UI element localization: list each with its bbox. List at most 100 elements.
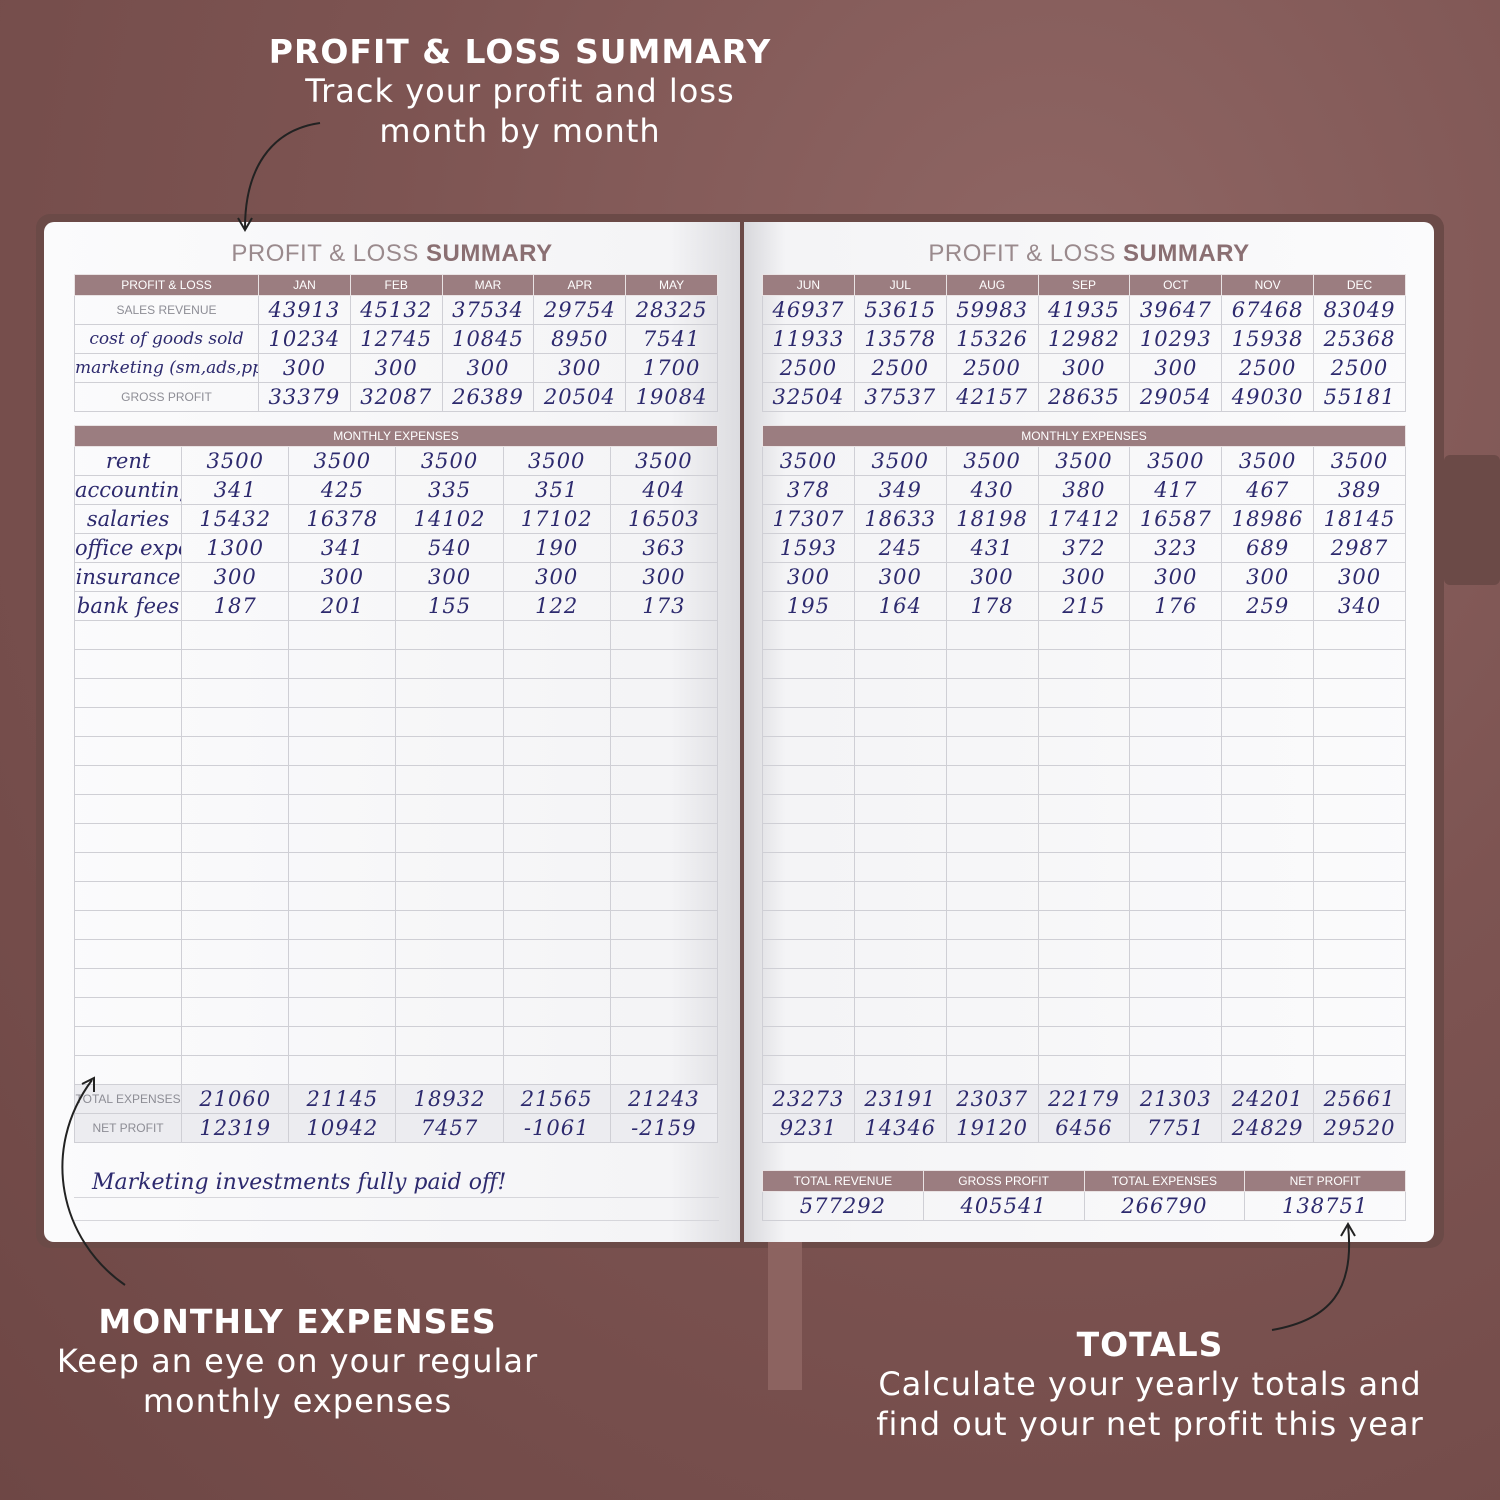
value-cell[interactable]: 37537 bbox=[853, 382, 947, 412]
expense-label[interactable] bbox=[73, 649, 183, 679]
value-cell[interactable]: 300 bbox=[533, 353, 627, 383]
value-cell[interactable]: 32504 bbox=[762, 382, 855, 412]
value-cell[interactable] bbox=[1129, 852, 1223, 882]
value-cell[interactable]: 23037 bbox=[945, 1084, 1039, 1114]
value-cell[interactable]: 431 bbox=[945, 533, 1039, 563]
value-cell[interactable]: 25368 bbox=[1313, 324, 1406, 354]
value-cell[interactable]: 21243 bbox=[609, 1084, 719, 1114]
value-cell[interactable]: 17412 bbox=[1037, 504, 1131, 534]
value-cell[interactable]: 15326 bbox=[945, 324, 1039, 354]
value-cell[interactable] bbox=[1037, 765, 1131, 795]
value-cell[interactable]: 32087 bbox=[349, 382, 443, 412]
value-cell[interactable] bbox=[762, 968, 855, 998]
value-cell[interactable] bbox=[181, 823, 290, 853]
value-cell[interactable]: 195 bbox=[762, 591, 855, 621]
value-cell[interactable]: 9231 bbox=[762, 1113, 855, 1143]
value-cell[interactable] bbox=[762, 997, 855, 1027]
expense-label[interactable] bbox=[73, 968, 183, 998]
value-cell[interactable]: 7751 bbox=[1129, 1113, 1223, 1143]
value-cell[interactable]: 20504 bbox=[533, 382, 627, 412]
value-cell[interactable]: 300 bbox=[1313, 562, 1406, 592]
value-cell[interactable] bbox=[395, 649, 504, 679]
value-cell[interactable] bbox=[945, 881, 1039, 911]
value-cell[interactable]: 3500 bbox=[1221, 446, 1315, 476]
value-cell[interactable] bbox=[609, 823, 719, 853]
value-cell[interactable]: 29054 bbox=[1129, 382, 1223, 412]
totals-value[interactable]: 266790 bbox=[1083, 1191, 1246, 1221]
value-cell[interactable]: 39647 bbox=[1129, 295, 1223, 325]
value-cell[interactable]: 16503 bbox=[609, 504, 719, 534]
value-cell[interactable] bbox=[945, 1026, 1039, 1056]
value-cell[interactable] bbox=[288, 852, 397, 882]
value-cell[interactable]: 14346 bbox=[853, 1113, 947, 1143]
value-cell[interactable] bbox=[609, 765, 719, 795]
value-cell[interactable]: 7541 bbox=[625, 324, 718, 354]
value-cell[interactable] bbox=[1313, 707, 1406, 737]
value-cell[interactable] bbox=[288, 736, 397, 766]
value-cell[interactable]: 19084 bbox=[625, 382, 718, 412]
value-cell[interactable]: 29520 bbox=[1313, 1113, 1406, 1143]
totals-value[interactable]: 577292 bbox=[762, 1191, 924, 1221]
value-cell[interactable]: 335 bbox=[395, 475, 504, 505]
value-cell[interactable]: 3500 bbox=[181, 446, 290, 476]
value-cell[interactable]: 6456 bbox=[1037, 1113, 1131, 1143]
value-cell[interactable]: 378 bbox=[762, 475, 855, 505]
value-cell[interactable] bbox=[288, 1055, 397, 1085]
totals-value[interactable]: 405541 bbox=[922, 1191, 1085, 1221]
value-cell[interactable]: 404 bbox=[609, 475, 719, 505]
value-cell[interactable] bbox=[502, 997, 611, 1027]
value-cell[interactable] bbox=[762, 910, 855, 940]
value-cell[interactable]: 2500 bbox=[1221, 353, 1315, 383]
value-cell[interactable] bbox=[1037, 881, 1131, 911]
value-cell[interactable]: 19120 bbox=[945, 1113, 1039, 1143]
value-cell[interactable] bbox=[502, 765, 611, 795]
value-cell[interactable]: 12745 bbox=[349, 324, 443, 354]
value-cell[interactable] bbox=[1221, 678, 1315, 708]
expense-label[interactable] bbox=[73, 997, 183, 1027]
value-cell[interactable]: 300 bbox=[1129, 562, 1223, 592]
expense-label[interactable] bbox=[73, 1026, 183, 1056]
value-cell[interactable] bbox=[1037, 1026, 1131, 1056]
value-cell[interactable] bbox=[1221, 707, 1315, 737]
value-cell[interactable] bbox=[1129, 939, 1223, 969]
value-cell[interactable]: 12982 bbox=[1037, 324, 1131, 354]
expense-label[interactable] bbox=[73, 794, 183, 824]
value-cell[interactable] bbox=[1221, 881, 1315, 911]
value-cell[interactable] bbox=[762, 620, 855, 650]
value-cell[interactable]: 155 bbox=[395, 591, 504, 621]
value-cell[interactable]: 2500 bbox=[945, 353, 1039, 383]
value-cell[interactable] bbox=[1313, 823, 1406, 853]
value-cell[interactable]: 300 bbox=[1037, 562, 1131, 592]
value-cell[interactable] bbox=[945, 997, 1039, 1027]
value-cell[interactable] bbox=[395, 765, 504, 795]
value-cell[interactable]: 349 bbox=[853, 475, 947, 505]
value-cell[interactable]: 2500 bbox=[762, 353, 855, 383]
value-cell[interactable]: 12319 bbox=[181, 1113, 290, 1143]
value-cell[interactable] bbox=[1037, 794, 1131, 824]
value-cell[interactable]: 259 bbox=[1221, 591, 1315, 621]
value-cell[interactable]: 11933 bbox=[762, 324, 855, 354]
value-cell[interactable] bbox=[945, 1055, 1039, 1085]
value-cell[interactable] bbox=[853, 852, 947, 882]
value-cell[interactable]: 300 bbox=[395, 562, 504, 592]
value-cell[interactable]: 3500 bbox=[1037, 446, 1131, 476]
value-cell[interactable] bbox=[395, 939, 504, 969]
value-cell[interactable]: 16587 bbox=[1129, 504, 1223, 534]
value-cell[interactable]: 323 bbox=[1129, 533, 1223, 563]
value-cell[interactable] bbox=[502, 1026, 611, 1056]
value-cell[interactable] bbox=[945, 794, 1039, 824]
value-cell[interactable]: 17102 bbox=[502, 504, 611, 534]
value-cell[interactable]: 389 bbox=[1313, 475, 1406, 505]
value-cell[interactable]: 363 bbox=[609, 533, 719, 563]
totals-value[interactable]: 138751 bbox=[1244, 1191, 1406, 1221]
expense-label[interactable]: salaries bbox=[73, 504, 183, 534]
value-cell[interactable] bbox=[853, 736, 947, 766]
value-cell[interactable] bbox=[1313, 794, 1406, 824]
value-cell[interactable] bbox=[609, 794, 719, 824]
value-cell[interactable]: 43913 bbox=[258, 295, 351, 325]
value-cell[interactable] bbox=[181, 707, 290, 737]
value-cell[interactable] bbox=[502, 678, 611, 708]
expense-label[interactable] bbox=[73, 765, 183, 795]
value-cell[interactable] bbox=[1221, 649, 1315, 679]
value-cell[interactable]: 21060 bbox=[181, 1084, 290, 1114]
